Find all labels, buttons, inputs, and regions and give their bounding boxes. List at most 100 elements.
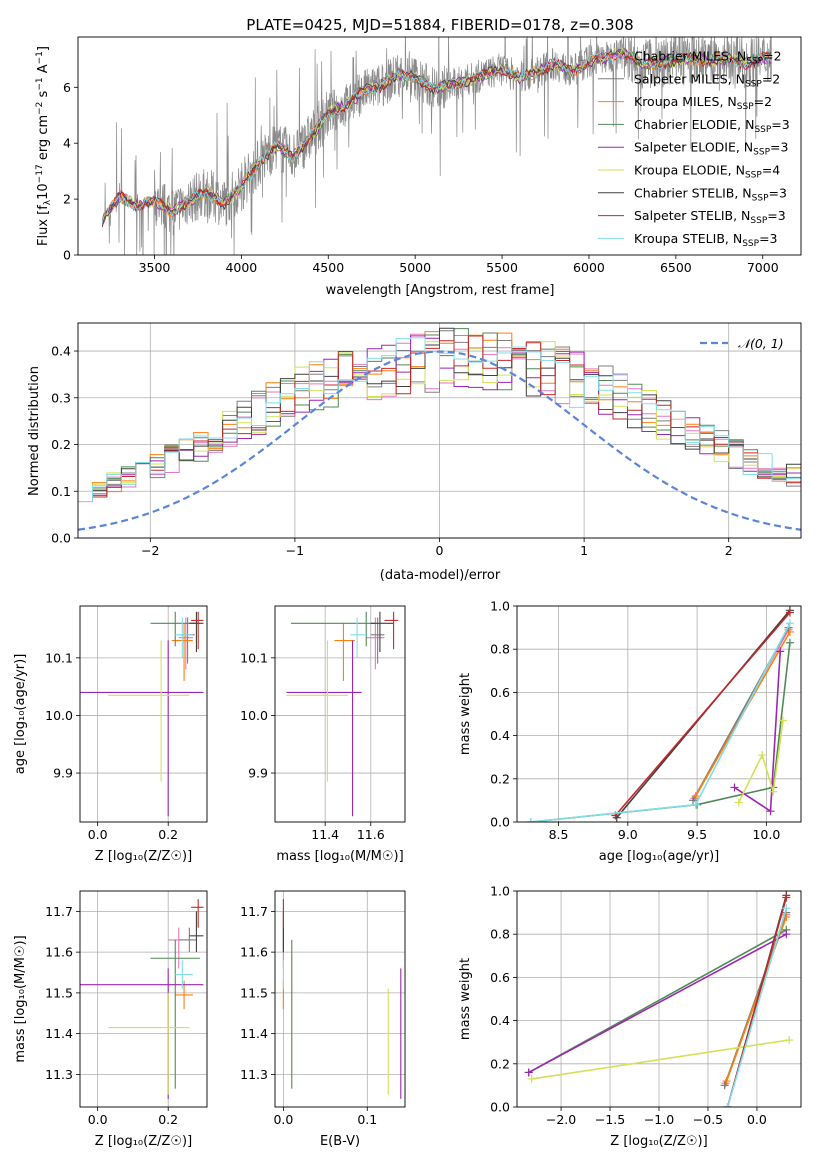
plot-marks <box>78 327 801 531</box>
errorbar-chabrier-miles <box>178 617 193 670</box>
y-axis-label: mass [log₁₀(M/M☉)] <box>13 935 28 1062</box>
x-tick-label: 0 <box>436 543 444 558</box>
x-tick-label: 2 <box>725 543 733 558</box>
y-tick-label: 11.6 <box>240 945 268 960</box>
x-axis-label: Z [log₁₀(Z/Z☉)] <box>610 1134 707 1149</box>
weight-vs-z-plot-area: −2.0 −1.5 −1.0 −0.5 0.0 0.0 0.2 0.4 0.6 0.8 1.0 Z [… <box>458 884 802 1149</box>
y-tick-label: 11.4 <box>45 1026 73 1041</box>
x-tick-label: 4000 <box>225 260 257 275</box>
weight-marker-salpeter-miles <box>688 796 697 805</box>
y-tick-label: 0.1 <box>51 484 71 499</box>
x-axis-label: Z [log₁₀(Z/Z☉)] <box>95 849 192 864</box>
y-tick-label: 0.2 <box>490 771 510 786</box>
y-tick-label: 1.0 <box>490 884 510 899</box>
weight-marker-kroupa-elodie <box>785 1036 794 1045</box>
y-tick-label: 11.3 <box>45 1067 73 1082</box>
x-tick-label: 11.6 <box>357 827 385 842</box>
age-vs-z-plot-area: 0.0 0.2 9.9 10.0 10.1 Z [log₁₀(Z/Z☉)] age [log… <box>13 605 208 864</box>
spectrum-plot-area: 3500 4000 4500 5000 5500 6000 6500 7000 0 2 4 6 <box>63 36 802 275</box>
normal-distribution-curve <box>78 350 801 531</box>
weight-marker-kroupa-miles <box>691 792 700 801</box>
weight-marker-kroupa-stelib <box>723 1103 732 1107</box>
x-tick-label: 5000 <box>399 260 431 275</box>
y-tick-label: 0.3 <box>51 390 71 405</box>
plot-marks <box>526 606 794 822</box>
weight-marker-salpeter-stelib <box>785 608 794 617</box>
errorbar-kroupa-miles <box>334 623 355 681</box>
spectrum-panel: PLATE=0425, MJD=51884, FIBERID=0178, z=0… <box>35 16 802 298</box>
x-tick-label: 11.4 <box>311 827 339 842</box>
mass-vs-ebv-panel: 0.0 0.1 11.3 11.4 11.5 11.6 11.7 E(B-V) <box>240 890 406 1149</box>
y-tick-label: 0.8 <box>490 927 510 942</box>
x-axis-label: E(B-V) <box>320 1134 360 1149</box>
residuals-ylabel: Normed distribution <box>27 366 42 496</box>
errorbar-salpeter-elodie <box>286 640 362 817</box>
errorbar-kroupa-stelib <box>175 617 193 658</box>
errorbar-chabrier-stelib <box>189 911 204 953</box>
weight-vs-z-panel: −2.0 −1.5 −1.0 −0.5 0.0 0.0 0.2 0.4 0.6 0.8 1.0 Z [… <box>458 884 802 1149</box>
legend-label-kroupa-stelib: Kroupa STELIB, NSSP=3 <box>634 231 778 249</box>
spectrum-title: PLATE=0425, MJD=51884, FIBERID=0178, z=0… <box>246 16 633 34</box>
y-tick-label: 0 <box>63 248 71 263</box>
residuals-plot-area: −2 −1 0 1 2 0.0 0.1 0.2 0.3 0.4 <box>51 322 802 558</box>
x-tick-label: 9.5 <box>687 827 707 842</box>
weight-marker-salpeter-elodie <box>776 647 785 656</box>
y-tick-label: 11.7 <box>240 904 268 919</box>
model-line-salpeter-stelib <box>101 50 772 227</box>
x-tick-label: −2 <box>141 543 159 558</box>
x-tick-label: 0.1 <box>357 1112 377 1127</box>
model-line-salpeter-elodie <box>101 48 772 222</box>
model-line-kroupa-stelib <box>101 50 772 223</box>
x-tick-label: 3500 <box>139 260 171 275</box>
x-tick-label: 1 <box>580 543 588 558</box>
y-tick-label: 0.0 <box>490 1100 510 1115</box>
weight-marker-kroupa-elodie <box>769 787 778 796</box>
x-axis-label: Z [log₁₀(Z/Z☉)] <box>95 1134 192 1149</box>
axes-frame <box>274 605 406 823</box>
y-tick-label: 11.5 <box>240 985 268 1000</box>
errorbar-kroupa-elodie <box>108 992 190 1095</box>
weight-marker-kroupa-miles <box>722 1077 731 1086</box>
y-tick-label: 2 <box>63 192 71 207</box>
age-vs-z-panel: 0.0 0.2 9.9 10.0 10.1 Z [log₁₀(Z/Z☉)] age [log… <box>13 605 208 864</box>
x-tick-label: 0.0 <box>88 827 108 842</box>
plot-marks <box>101 37 772 255</box>
y-tick-label: 11.5 <box>45 985 73 1000</box>
axes-frame <box>77 322 802 539</box>
y-tick-label: 1.0 <box>490 599 510 614</box>
x-tick-label: −1.5 <box>595 1112 625 1127</box>
y-tick-label: 11.3 <box>240 1067 268 1082</box>
plot-marks <box>80 611 204 817</box>
weight-marker-salpeter-elodie <box>766 807 775 816</box>
histogram-kroupa-elodie <box>78 341 801 502</box>
x-tick-label: −1 <box>286 543 304 558</box>
weight-vs-age-panel: 8.5 9.0 9.5 10.0 0.0 0.2 0.4 0.6 0.8 1.0 age [log₁… <box>458 599 802 864</box>
errorbar-kroupa-elodie <box>108 640 190 782</box>
errorbar-chabrier-elodie <box>290 611 376 647</box>
x-axis-label: age [log₁₀(age/yr)] <box>599 849 720 864</box>
y-tick-label: 0.6 <box>490 970 510 985</box>
weight-marker-salpeter-elodie <box>782 930 791 939</box>
axes-frame <box>516 605 802 823</box>
x-tick-label: 0.0 <box>88 1112 108 1127</box>
y-tick-label: 9.9 <box>248 766 268 781</box>
legend-label-kroupa-elodie: Kroupa ELODIE, NSSP=4 <box>634 163 780 181</box>
y-tick-label: 9.9 <box>53 766 73 781</box>
errorbar-kroupa-miles <box>175 980 193 1010</box>
errorbar-salpeter-stelib <box>384 611 399 650</box>
weight-line-salpeter-elodie <box>528 933 787 1074</box>
y-tick-label: 11.6 <box>45 945 73 960</box>
histogram-kroupa-stelib <box>78 337 801 502</box>
x-tick-label: 8.5 <box>549 827 569 842</box>
errorbar-salpeter-miles <box>370 617 385 664</box>
y-tick-label: 6 <box>63 80 71 95</box>
residuals-xlabel: (data-model)/error <box>380 568 501 583</box>
x-tick-label: 6500 <box>660 260 692 275</box>
spectrum-ylabel: Flux [fλ10−17 erg cm−2 s−1 A−1] <box>35 46 53 246</box>
legend-label-salpeter-miles: Salpeter MILES, NSSP=2 <box>634 71 780 89</box>
y-tick-label: 0.6 <box>490 685 510 700</box>
weight-marker-kroupa-stelib <box>785 619 794 628</box>
legend-label-salpeter-elodie: Salpeter ELODIE, NSSP=3 <box>634 140 788 158</box>
age-vs-mass-plot-area: 11.4 11.6 9.9 10.0 10.1 mass [log₁₀(M/M☉)] <box>240 605 406 864</box>
weight-marker-kroupa-stelib <box>782 904 791 913</box>
